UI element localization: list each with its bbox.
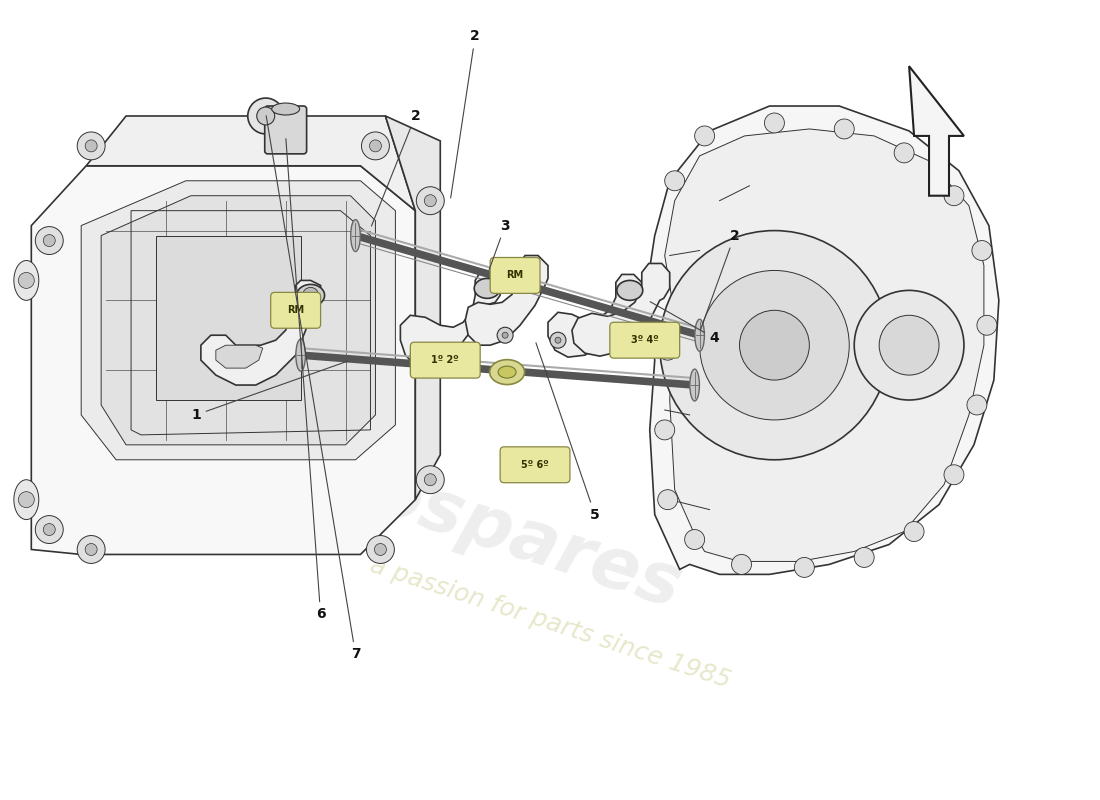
FancyBboxPatch shape xyxy=(500,447,570,482)
Text: 4: 4 xyxy=(650,302,719,346)
Ellipse shape xyxy=(296,339,306,371)
FancyBboxPatch shape xyxy=(265,106,307,154)
Text: 3º 4º: 3º 4º xyxy=(631,335,659,346)
Polygon shape xyxy=(400,273,500,365)
Polygon shape xyxy=(81,181,395,460)
Circle shape xyxy=(19,273,34,288)
Circle shape xyxy=(550,332,566,348)
Polygon shape xyxy=(664,129,983,562)
FancyBboxPatch shape xyxy=(609,322,680,358)
Circle shape xyxy=(855,290,964,400)
Ellipse shape xyxy=(695,319,704,351)
Text: 3: 3 xyxy=(490,218,510,270)
Circle shape xyxy=(85,543,97,555)
Polygon shape xyxy=(86,116,416,210)
Polygon shape xyxy=(572,263,670,356)
Circle shape xyxy=(732,554,751,574)
Circle shape xyxy=(77,535,106,563)
Circle shape xyxy=(879,315,939,375)
Polygon shape xyxy=(645,106,999,574)
Ellipse shape xyxy=(490,360,525,385)
Circle shape xyxy=(35,226,63,254)
Circle shape xyxy=(658,340,678,360)
Text: a passion for parts since 1985: a passion for parts since 1985 xyxy=(366,554,734,693)
Circle shape xyxy=(556,338,561,343)
Ellipse shape xyxy=(14,261,39,300)
Text: eurospares: eurospares xyxy=(234,416,690,623)
Circle shape xyxy=(894,143,914,163)
Ellipse shape xyxy=(14,480,39,519)
Circle shape xyxy=(904,522,924,542)
Circle shape xyxy=(664,170,684,190)
Text: 6: 6 xyxy=(286,138,326,622)
Polygon shape xyxy=(216,345,263,368)
Circle shape xyxy=(366,535,395,563)
Polygon shape xyxy=(201,281,320,385)
Circle shape xyxy=(410,347,427,363)
Circle shape xyxy=(967,395,987,415)
Polygon shape xyxy=(465,255,548,345)
Ellipse shape xyxy=(351,220,361,251)
FancyBboxPatch shape xyxy=(271,292,320,328)
Polygon shape xyxy=(909,66,964,196)
Circle shape xyxy=(425,474,437,486)
Polygon shape xyxy=(385,116,440,500)
Circle shape xyxy=(256,107,275,125)
Circle shape xyxy=(374,543,386,555)
Ellipse shape xyxy=(617,281,642,300)
Circle shape xyxy=(85,140,97,152)
Circle shape xyxy=(658,490,678,510)
Circle shape xyxy=(855,547,875,567)
Text: 2: 2 xyxy=(701,229,739,330)
Circle shape xyxy=(944,465,964,485)
Text: RM: RM xyxy=(506,270,524,281)
Circle shape xyxy=(834,119,855,139)
Circle shape xyxy=(43,523,55,535)
Circle shape xyxy=(684,530,705,550)
Circle shape xyxy=(416,466,444,494)
Ellipse shape xyxy=(297,285,324,306)
Circle shape xyxy=(694,126,715,146)
Text: 5: 5 xyxy=(536,343,600,522)
Circle shape xyxy=(425,194,437,206)
FancyBboxPatch shape xyxy=(156,235,300,400)
Text: 1º 2º: 1º 2º xyxy=(431,355,459,365)
Text: 2: 2 xyxy=(451,30,480,198)
Ellipse shape xyxy=(690,369,700,401)
Circle shape xyxy=(416,352,421,358)
Circle shape xyxy=(19,492,34,508)
Circle shape xyxy=(660,230,889,460)
Circle shape xyxy=(497,327,513,343)
Circle shape xyxy=(794,558,814,578)
Circle shape xyxy=(700,270,849,420)
Polygon shape xyxy=(101,196,375,445)
Circle shape xyxy=(77,132,106,160)
Polygon shape xyxy=(548,274,641,357)
Circle shape xyxy=(302,287,319,303)
Circle shape xyxy=(764,113,784,133)
Circle shape xyxy=(370,140,382,152)
Circle shape xyxy=(416,186,444,214)
Ellipse shape xyxy=(272,103,299,115)
Circle shape xyxy=(654,420,674,440)
Circle shape xyxy=(35,515,63,543)
Circle shape xyxy=(43,234,55,246)
Circle shape xyxy=(739,310,810,380)
Ellipse shape xyxy=(474,278,500,298)
Text: RM: RM xyxy=(287,306,305,315)
Text: 5º 6º: 5º 6º xyxy=(521,460,549,470)
Circle shape xyxy=(362,132,389,160)
Ellipse shape xyxy=(498,366,516,378)
Circle shape xyxy=(972,241,992,261)
Circle shape xyxy=(502,332,508,338)
Circle shape xyxy=(248,98,284,134)
Text: 2: 2 xyxy=(372,109,420,226)
FancyBboxPatch shape xyxy=(410,342,481,378)
Polygon shape xyxy=(31,166,416,554)
Circle shape xyxy=(944,186,964,206)
Text: 1: 1 xyxy=(191,361,348,422)
Circle shape xyxy=(977,315,997,335)
Text: 7: 7 xyxy=(266,116,361,661)
FancyBboxPatch shape xyxy=(491,258,540,294)
